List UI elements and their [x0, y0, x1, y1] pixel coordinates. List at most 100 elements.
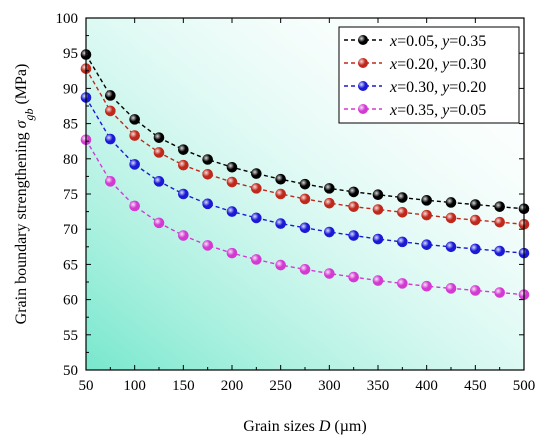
data-point-shade — [129, 130, 140, 141]
data-point-shade — [202, 240, 213, 251]
y-tick-label: 65 — [63, 257, 78, 273]
data-point-shade — [324, 227, 335, 238]
data-point-shade — [129, 159, 140, 170]
data-point-shade — [227, 162, 237, 173]
data-point-shade — [373, 204, 383, 215]
legend-marker-shade — [358, 35, 368, 45]
data-point-shade — [275, 174, 286, 185]
data-point-shade — [494, 287, 505, 298]
data-point-shade — [227, 248, 237, 259]
data-point-shade — [275, 260, 286, 271]
legend-label: x=0.05, y=0.35 — [389, 33, 486, 50]
y-tick-label: 80 — [63, 152, 78, 168]
data-point-shade — [348, 272, 359, 283]
x-tick-label: 50 — [79, 378, 94, 394]
data-point-shade — [251, 254, 262, 265]
y-tick-label: 50 — [63, 363, 78, 379]
data-point-shade — [446, 241, 456, 252]
legend-label: x=0.20, y=0.30 — [389, 56, 486, 73]
data-point-shade — [202, 169, 213, 180]
data-point-shade — [275, 189, 286, 199]
data-point-shade — [105, 90, 116, 101]
legend-label: x=0.30, y=0.20 — [389, 79, 486, 96]
data-point-shade — [129, 200, 140, 211]
x-tick-label: 250 — [269, 378, 292, 394]
data-point-shade — [154, 132, 164, 143]
data-point-shade — [470, 285, 481, 296]
data-point-shade — [178, 189, 189, 199]
data-point-shade — [421, 281, 432, 292]
series-3 — [80, 92, 530, 259]
data-point-shade — [251, 183, 262, 194]
data-point-shade — [397, 207, 408, 218]
legend-marker-shade — [358, 58, 368, 68]
data-point-shade — [348, 230, 359, 241]
legend-box — [338, 26, 520, 124]
x-tick-label: 150 — [172, 378, 195, 394]
data-point-shade — [348, 201, 359, 212]
y-tick-label: 75 — [63, 187, 78, 203]
data-point-shade — [105, 176, 116, 187]
x-tick-label: 400 — [415, 378, 438, 394]
data-point-shade — [154, 217, 164, 228]
data-point-shade — [178, 230, 189, 241]
data-point-shade — [421, 195, 432, 206]
data-point-shade — [446, 197, 456, 208]
data-point-shade — [494, 201, 505, 212]
data-point-shade — [397, 192, 408, 203]
data-point-shade — [251, 168, 262, 179]
data-point-shade — [446, 212, 456, 223]
data-point-shade — [227, 206, 237, 217]
data-point-shade — [178, 160, 189, 171]
data-point-shade — [470, 243, 481, 254]
x-tick-label: 300 — [318, 378, 341, 394]
data-point-shade — [202, 198, 213, 209]
data-point-shade — [105, 105, 116, 116]
data-point-shade — [300, 222, 310, 233]
data-point-shade — [324, 198, 335, 209]
data-point-shade — [300, 264, 310, 275]
series-1 — [80, 49, 530, 215]
data-point-shade — [494, 246, 505, 257]
data-point-shade — [324, 183, 335, 194]
x-tick-label: 450 — [464, 378, 487, 394]
legend-marker-shade — [358, 81, 368, 91]
data-point-shade — [373, 275, 383, 286]
y-tick-label: 90 — [63, 81, 78, 97]
y-axis-title: Grain boundary strengthening σgb (MPa) — [13, 64, 36, 325]
data-point-shade — [154, 147, 164, 158]
data-point-shade — [275, 218, 286, 229]
data-point-shade — [154, 176, 164, 187]
data-point-shade — [202, 154, 213, 165]
data-point-shade — [348, 186, 359, 197]
data-point-shade — [421, 210, 432, 221]
y-tick-label: 100 — [56, 11, 79, 27]
data-point-shade — [397, 236, 408, 247]
data-point-shade — [470, 199, 481, 210]
x-tick-label: 350 — [367, 378, 390, 394]
y-tick-label: 60 — [63, 293, 78, 309]
x-tick-label: 100 — [123, 378, 146, 394]
data-point-shade — [300, 193, 310, 204]
x-tick-label: 500 — [513, 378, 536, 394]
data-point-shade — [421, 239, 432, 250]
data-point-shade — [129, 114, 140, 125]
data-point-shade — [373, 234, 383, 245]
y-tick-label: 70 — [63, 222, 78, 238]
y-tick-label: 95 — [63, 46, 78, 62]
data-point-shade — [105, 134, 116, 145]
y-tick-label: 55 — [63, 328, 78, 344]
data-point-shade — [397, 278, 408, 289]
legend-marker-shade — [358, 104, 368, 114]
data-point-shade — [324, 268, 335, 279]
x-tick-label: 200 — [221, 378, 244, 394]
y-tick-label: 85 — [63, 117, 78, 133]
data-point-shade — [470, 215, 481, 226]
data-point-shade — [494, 217, 505, 228]
data-point-shade — [178, 144, 189, 155]
data-point-shade — [227, 177, 237, 188]
data-point-shade — [446, 283, 456, 294]
data-point-shade — [300, 179, 310, 190]
data-point-shade — [373, 189, 383, 200]
